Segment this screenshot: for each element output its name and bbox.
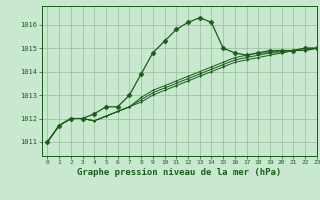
X-axis label: Graphe pression niveau de la mer (hPa): Graphe pression niveau de la mer (hPa) [77,168,281,177]
